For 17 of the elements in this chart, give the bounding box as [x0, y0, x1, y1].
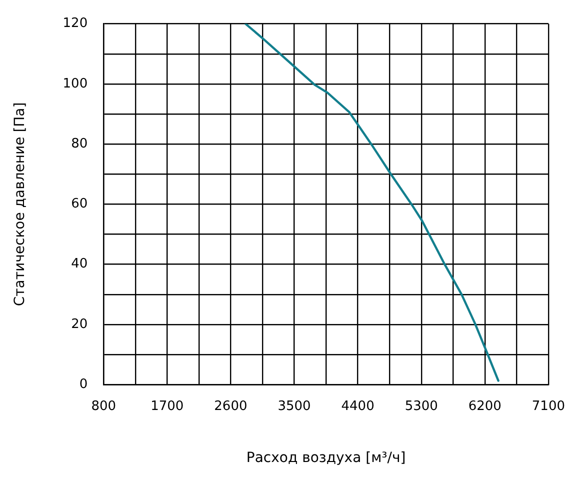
x-tick-label: 6200	[468, 398, 502, 414]
y-tick-label: 80	[71, 136, 88, 152]
x-tick-label: 5300	[404, 398, 438, 414]
y-tick-label: 20	[71, 316, 88, 332]
y-tick-label: 0	[79, 376, 88, 392]
y-axis-title: Статическое давление [Па]	[12, 102, 28, 306]
y-tick-label: 100	[62, 76, 88, 92]
x-tick-label: 4400	[341, 398, 374, 414]
y-tick-label: 120	[62, 16, 88, 32]
x-tick-label: 3500	[278, 398, 311, 414]
x-axis-title: Расход воздуха [м³/ч]	[246, 450, 406, 466]
y-tick-label: 40	[71, 256, 88, 272]
x-tick-label: 7100	[532, 398, 566, 414]
x-tick-label: 1700	[150, 398, 184, 414]
x-tick-label: 800	[91, 398, 116, 414]
x-tick-label: 2600	[214, 398, 248, 414]
y-tick-label: 60	[71, 196, 88, 212]
